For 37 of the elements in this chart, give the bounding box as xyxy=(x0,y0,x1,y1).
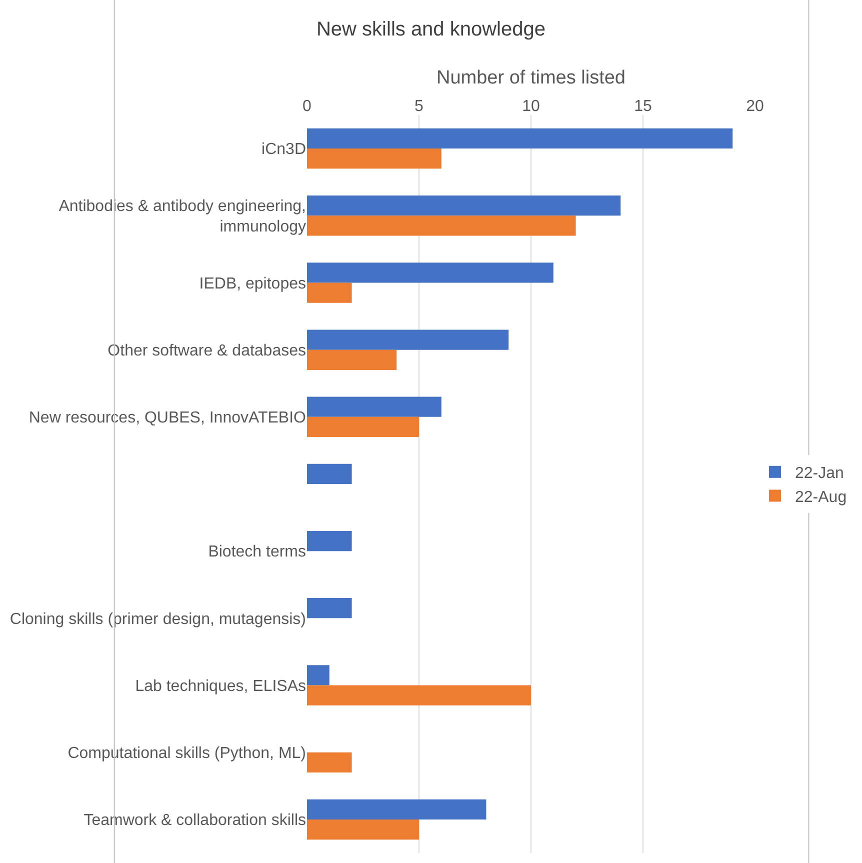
y-tick-label: Cloning skills (primer design, mutagensis) xyxy=(10,610,306,628)
y-tick-label: Computational skills (Python, ML) xyxy=(68,744,306,762)
legend-label: 22-Jan xyxy=(795,465,844,482)
y-tick-label: iCn3D xyxy=(262,141,306,158)
y-tick-label: IEDB, epitopes xyxy=(199,275,306,292)
x-tick-label: 15 xyxy=(634,98,652,115)
bar xyxy=(307,752,352,772)
bar xyxy=(307,216,576,236)
x-tick-label: 0 xyxy=(302,98,312,115)
chart-title: New skills and knowledge xyxy=(316,18,546,41)
x-axis-title: Number of times listed xyxy=(436,68,626,89)
bar xyxy=(307,148,442,169)
bar xyxy=(307,282,352,303)
bar xyxy=(307,396,442,417)
x-tick-label: 20 xyxy=(746,98,764,115)
bar xyxy=(307,598,352,618)
bar xyxy=(307,799,486,820)
y-tick-label: Teamwork & collaboration skills xyxy=(84,812,306,830)
y-tick-label: Antibodies & antibody engineering, immunology xyxy=(58,198,306,236)
bar xyxy=(307,330,509,350)
bar xyxy=(307,530,352,552)
bar xyxy=(307,685,531,706)
y-tick-label: Other software & databases xyxy=(108,342,306,360)
x-tick-label: 10 xyxy=(522,98,540,115)
y-tick-label: New resources, QUBES, InnovATEBIO xyxy=(28,410,306,427)
bar xyxy=(307,196,621,216)
bar xyxy=(307,416,419,438)
x-tick-label: 5 xyxy=(414,98,424,115)
bar xyxy=(307,464,352,484)
bar xyxy=(307,350,397,370)
legend-label: 22-Aug xyxy=(795,488,847,506)
bar xyxy=(307,262,554,283)
y-tick-label: Biotech terms xyxy=(208,544,306,561)
y-tick-label: Lab techniques, ELISAs xyxy=(135,678,306,695)
bar xyxy=(307,665,330,686)
bar xyxy=(307,819,419,840)
bar xyxy=(307,128,733,149)
